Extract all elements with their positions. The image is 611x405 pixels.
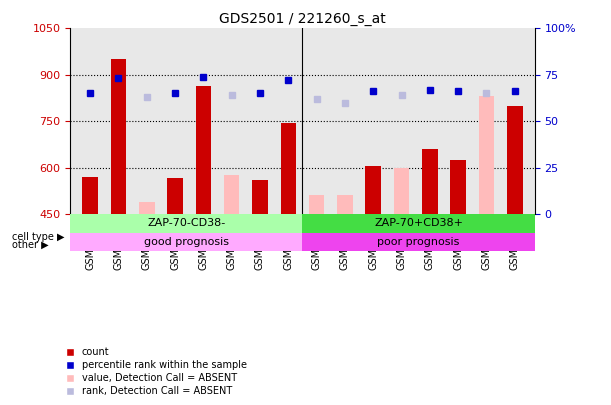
Bar <box>82 177 98 214</box>
Legend: count, percentile rank within the sample, value, Detection Call = ABSENT, rank, : count, percentile rank within the sample… <box>66 347 246 396</box>
Text: ZAP-70+CD38+: ZAP-70+CD38+ <box>374 218 463 228</box>
Bar <box>196 85 211 214</box>
Bar <box>450 160 466 214</box>
Bar <box>70 232 302 251</box>
Text: good prognosis: good prognosis <box>144 237 229 247</box>
Bar <box>309 196 324 214</box>
Bar <box>252 180 268 214</box>
Bar <box>365 166 381 214</box>
Text: other ▶: other ▶ <box>12 240 49 250</box>
Text: cell type ▶: cell type ▶ <box>12 232 65 242</box>
Bar <box>478 96 494 214</box>
Bar <box>302 214 535 232</box>
Text: ZAP-70-CD38-: ZAP-70-CD38- <box>147 218 225 228</box>
Bar <box>337 196 353 214</box>
Bar <box>167 178 183 214</box>
Title: GDS2501 / 221260_s_at: GDS2501 / 221260_s_at <box>219 12 386 26</box>
Bar <box>507 106 522 214</box>
Bar <box>70 214 302 232</box>
Bar <box>302 232 535 251</box>
Bar <box>224 175 240 214</box>
Bar <box>111 59 126 214</box>
Bar <box>393 168 409 214</box>
Bar <box>139 202 155 214</box>
Bar <box>422 149 437 214</box>
Bar <box>280 123 296 214</box>
Text: poor prognosis: poor prognosis <box>378 237 459 247</box>
